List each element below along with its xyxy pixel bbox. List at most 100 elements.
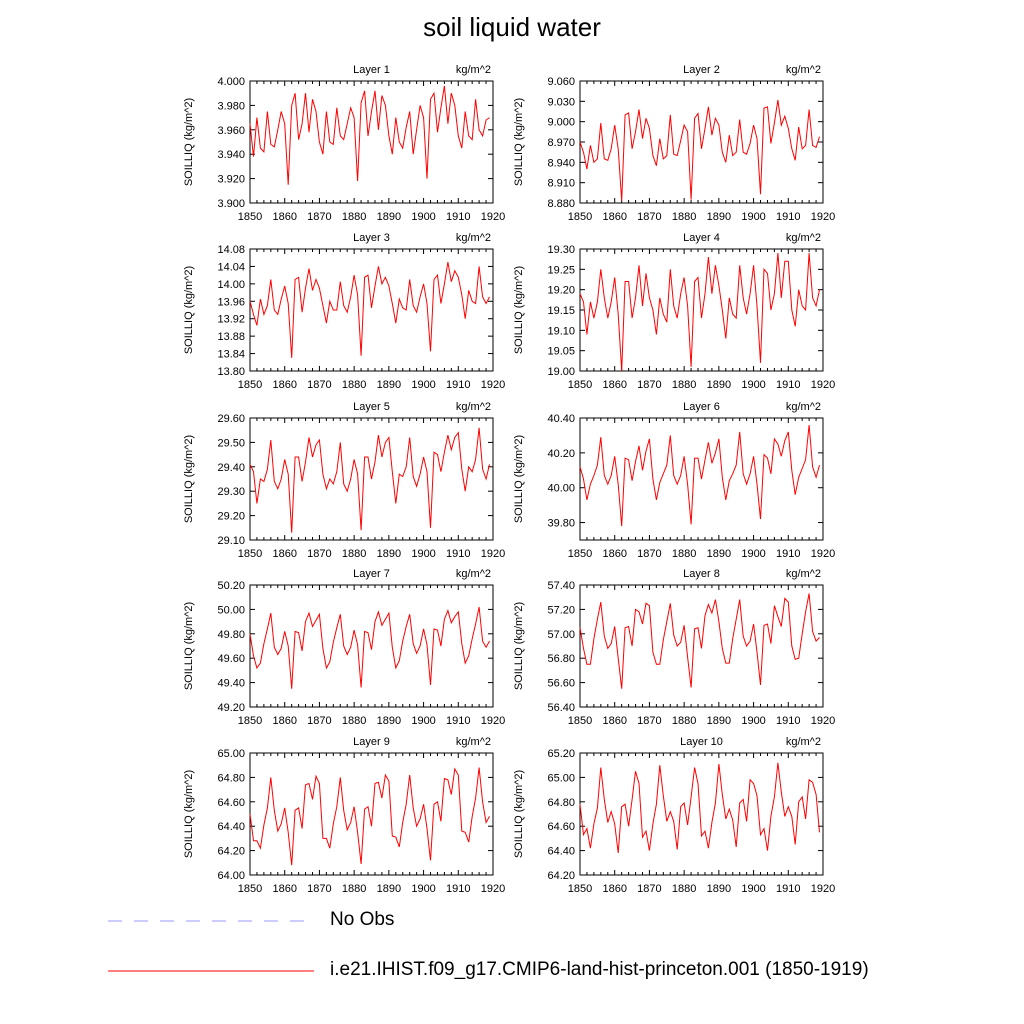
layer-6-xtick-label: 1880 bbox=[672, 548, 696, 560]
layer-5-ytick-label: 29.60 bbox=[217, 413, 245, 425]
layer-10-xtick-label: 1890 bbox=[707, 883, 731, 895]
layer-1-title: Layer 1 bbox=[353, 64, 390, 76]
layer-6-units: kg/m^2 bbox=[786, 401, 821, 413]
layer-2-xtick-label: 1920 bbox=[811, 211, 835, 223]
layer-9-series-line bbox=[249, 767, 490, 866]
layer-6-ytick-label: 40.20 bbox=[547, 448, 575, 460]
layer-10-series-line bbox=[579, 762, 820, 854]
layer-8-xtick-label: 1870 bbox=[637, 715, 661, 727]
layer-5-xtick-label: 1860 bbox=[272, 548, 296, 560]
layer-8-series-line bbox=[579, 593, 820, 689]
layer-1-ytick-label: 4.000 bbox=[217, 76, 245, 88]
layer-1-ytick-label: 3.980 bbox=[217, 100, 245, 112]
layer-7-ytick-label: 50.20 bbox=[217, 580, 245, 592]
layer-3-xtick-label: 1910 bbox=[446, 379, 470, 391]
layer-10-xtick-label: 1900 bbox=[741, 883, 765, 895]
layer-8-ytick-label: 57.00 bbox=[547, 629, 575, 641]
layer-6-title: Layer 6 bbox=[683, 401, 720, 413]
layer-7-xtick-label: 1850 bbox=[238, 715, 262, 727]
layer-9-xtick-label: 1850 bbox=[238, 883, 262, 895]
layer-2-xtick-label: 1850 bbox=[568, 211, 592, 223]
layer-2-xtick-label: 1910 bbox=[776, 211, 800, 223]
layer-6-ylabel: SOILLIQ (kg/m^2) bbox=[513, 435, 525, 523]
layer-2-ytick-label: 8.970 bbox=[547, 137, 575, 149]
layer-1-ytick-label: 3.900 bbox=[217, 198, 245, 210]
layer-10-xtick-label: 1860 bbox=[602, 883, 626, 895]
layer-3-panel: 1850 1860 1870 1880 1890 1900 1910 1920 13.80 13.… bbox=[183, 232, 505, 391]
layer-4-xtick-label: 1920 bbox=[811, 379, 835, 391]
layer-2-title: Layer 2 bbox=[683, 64, 720, 76]
layer-6-xtick-label: 1910 bbox=[776, 548, 800, 560]
layer-7-xtick-label: 1860 bbox=[272, 715, 296, 727]
layer-1-xtick-label: 1850 bbox=[238, 211, 262, 223]
layer-5-xtick-label: 1870 bbox=[307, 548, 331, 560]
layer-6-xtick-label: 1860 bbox=[602, 548, 626, 560]
layer-8-panel: 1850 1860 1870 1880 1890 1900 1910 1920 56.40 56.… bbox=[513, 568, 835, 727]
layer-5-ytick-label: 29.20 bbox=[217, 511, 245, 523]
layer-2-ytick-label: 9.030 bbox=[547, 96, 575, 108]
layer-8-ytick-label: 56.60 bbox=[547, 678, 575, 690]
layer-8-xtick-label: 1900 bbox=[741, 715, 765, 727]
layer-10-title: Layer 10 bbox=[680, 736, 723, 748]
layer-4-ytick-label: 19.20 bbox=[547, 285, 575, 297]
layer-3-xtick-label: 1880 bbox=[342, 379, 366, 391]
layer-8-ylabel: SOILLIQ (kg/m^2) bbox=[513, 602, 525, 690]
layer-5-xtick-label: 1910 bbox=[446, 548, 470, 560]
layer-9-ytick-label: 64.20 bbox=[217, 846, 245, 858]
layer-4-xtick-label: 1860 bbox=[602, 379, 626, 391]
layer-7-series-line bbox=[249, 606, 490, 689]
layer-4-title: Layer 4 bbox=[683, 232, 720, 244]
layer-6-xtick-label: 1870 bbox=[637, 548, 661, 560]
layer-4-ytick-label: 19.00 bbox=[547, 366, 575, 378]
legend-model-label: i.e21.IHIST.f09_g17.CMIP6-land-hist-prin… bbox=[330, 959, 869, 980]
layer-2-ytick-label: 9.060 bbox=[547, 76, 575, 88]
layer-9-units: kg/m^2 bbox=[456, 736, 491, 748]
layer-2-xtick-label: 1900 bbox=[741, 211, 765, 223]
layer-3-xtick-label: 1860 bbox=[272, 379, 296, 391]
layer-5-xtick-label: 1880 bbox=[342, 548, 366, 560]
layer-2-units: kg/m^2 bbox=[786, 64, 821, 76]
layer-6-frame bbox=[579, 417, 824, 541]
layer-3-ytick-label: 13.96 bbox=[217, 296, 245, 308]
layer-9-xtick-label: 1860 bbox=[272, 883, 296, 895]
layer-4-ytick-label: 19.25 bbox=[547, 264, 575, 276]
layer-6-xtick-label: 1850 bbox=[568, 548, 592, 560]
layer-5-ytick-label: 29.10 bbox=[217, 535, 245, 547]
layer-2-ylabel: SOILLIQ (kg/m^2) bbox=[513, 98, 525, 186]
layer-3-series-line bbox=[249, 262, 490, 358]
layer-7-title: Layer 7 bbox=[353, 568, 390, 580]
layer-4-ytick-label: 19.10 bbox=[547, 325, 575, 337]
layer-7-xtick-label: 1880 bbox=[342, 715, 366, 727]
layer-8-xtick-label: 1850 bbox=[568, 715, 592, 727]
layer-7-xtick-label: 1900 bbox=[411, 715, 435, 727]
layer-3-units: kg/m^2 bbox=[456, 232, 491, 244]
layer-7-ytick-label: 49.40 bbox=[217, 678, 245, 690]
layer-3-ytick-label: 14.00 bbox=[217, 279, 245, 291]
layer-7-units: kg/m^2 bbox=[456, 568, 491, 580]
layer-9-ytick-label: 64.40 bbox=[217, 821, 245, 833]
layer-8-ytick-label: 57.40 bbox=[547, 580, 575, 592]
layer-8-ytick-label: 56.80 bbox=[547, 653, 575, 665]
layer-10-ytick-label: 64.60 bbox=[547, 821, 575, 833]
layer-7-ytick-label: 49.60 bbox=[217, 653, 245, 665]
layer-4-xtick-label: 1880 bbox=[672, 379, 696, 391]
layer-3-ytick-label: 13.80 bbox=[217, 366, 245, 378]
layer-2-panel: 1850 1860 1870 1880 1890 1900 1910 1920 8.880 8.9… bbox=[513, 64, 835, 223]
layer-4-panel: 1850 1860 1870 1880 1890 1900 1910 1920 19.00 19.… bbox=[513, 232, 835, 391]
layer-7-frame bbox=[249, 584, 494, 708]
layer-7-xtick-label: 1870 bbox=[307, 715, 331, 727]
layer-6-ytick-label: 40.00 bbox=[547, 483, 575, 495]
layer-7-ytick-label: 50.00 bbox=[217, 604, 245, 616]
layer-8-xtick-label: 1860 bbox=[602, 715, 626, 727]
layer-4-xtick-label: 1910 bbox=[776, 379, 800, 391]
layer-9-ylabel: SOILLIQ (kg/m^2) bbox=[183, 770, 195, 858]
layer-5-panel: 1850 1860 1870 1880 1890 1900 1910 1920 29.10 29.… bbox=[183, 401, 505, 560]
layer-3-title: Layer 3 bbox=[353, 232, 390, 244]
layer-3-ytick-label: 14.08 bbox=[217, 244, 245, 256]
layer-8-xtick-label: 1910 bbox=[776, 715, 800, 727]
layer-1-ytick-label: 3.940 bbox=[217, 149, 245, 161]
legend-no-obs-label: No Obs bbox=[330, 909, 395, 930]
layer-3-xtick-label: 1870 bbox=[307, 379, 331, 391]
layer-9-xtick-label: 1920 bbox=[481, 883, 505, 895]
